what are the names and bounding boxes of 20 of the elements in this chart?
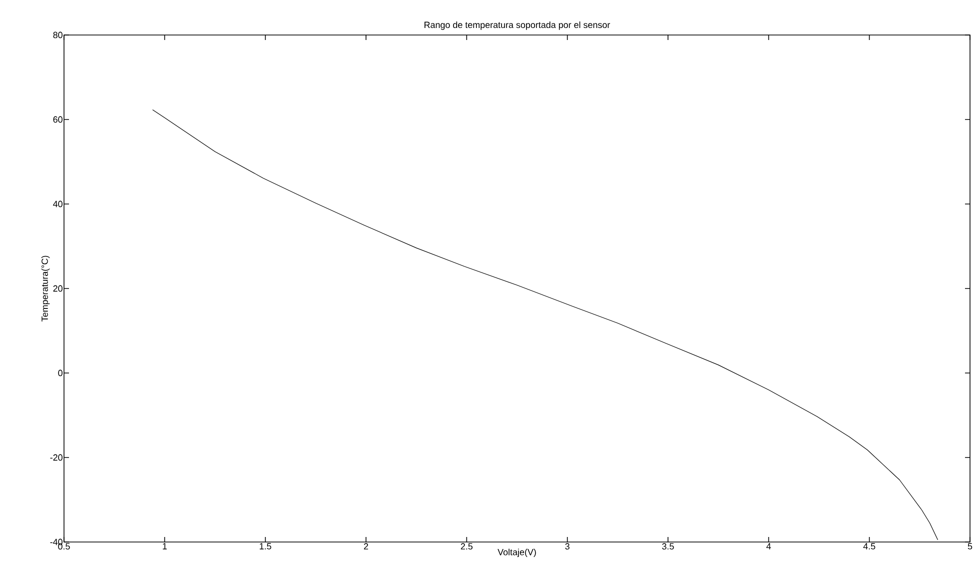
x-tick-label: 3 bbox=[565, 543, 570, 550]
x-tick-label: 3.5 bbox=[662, 543, 674, 550]
x-tick-label: 2 bbox=[364, 543, 368, 550]
x-axis-title: Voltaje(V) bbox=[498, 548, 536, 558]
x-tick-label: 2.5 bbox=[460, 543, 473, 550]
x-tick-label: 0.5 bbox=[58, 543, 70, 550]
y-axis-title: Temperatura(°C) bbox=[41, 256, 50, 322]
x-tick-label: 4.5 bbox=[863, 543, 876, 550]
y-tick-label: 40 bbox=[53, 200, 62, 208]
y-tick-label: 80 bbox=[53, 32, 62, 38]
y-tick-label: 0 bbox=[58, 370, 62, 376]
x-tick-label: 1 bbox=[162, 543, 167, 550]
chart-title: Rango de temperatura soportada por el sensor bbox=[424, 21, 610, 30]
y-tick-label: 20 bbox=[53, 285, 62, 292]
x-tick-label: 5 bbox=[968, 543, 972, 550]
x-tick-label: 1.5 bbox=[260, 543, 272, 550]
y-tick-label: 60 bbox=[53, 116, 62, 123]
y-tick-label: -20 bbox=[50, 454, 62, 461]
y-tick-label: -40 bbox=[50, 538, 62, 546]
x-tick-label: 4 bbox=[766, 543, 771, 550]
